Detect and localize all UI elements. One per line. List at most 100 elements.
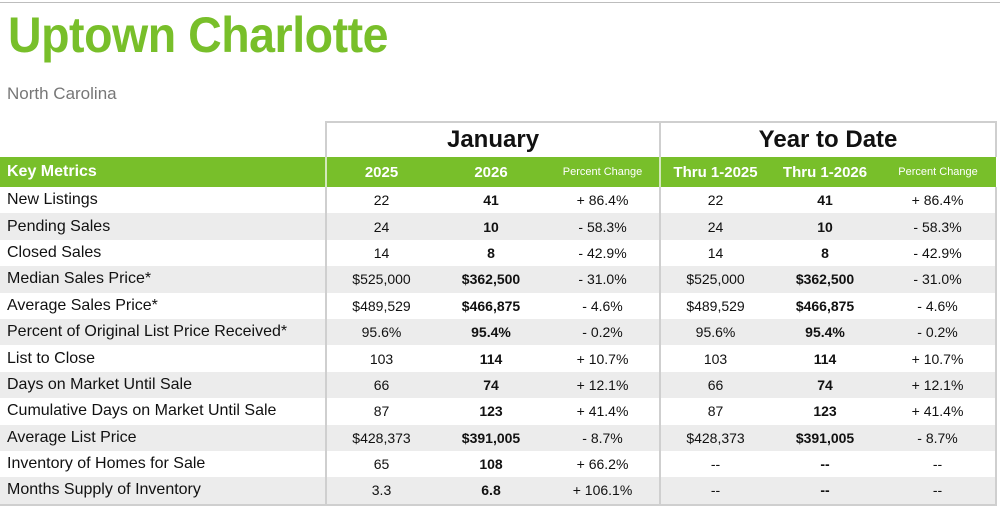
percent-change-ytd: - 31.0% xyxy=(880,266,998,293)
value-ytd-2026: 95.4% xyxy=(770,318,881,346)
metric-label: Months Supply of Inventory xyxy=(0,477,326,506)
value-2026: 6.8 xyxy=(436,477,546,506)
page-title: Uptown Charlotte xyxy=(8,7,389,63)
table-row: Months Supply of Inventory 3.3 6.8 + 106.1%… xyxy=(0,477,998,506)
value-ytd-2026: $466,875 xyxy=(795,297,855,314)
percent-change-ytd: - 8.7% xyxy=(880,424,998,451)
value-2025: 3.3 xyxy=(325,477,436,506)
col-header-key-metrics: Key Metrics xyxy=(0,157,326,187)
percent-change-ytd: -- xyxy=(880,450,998,478)
value-ytd-2025: 14 xyxy=(659,239,771,267)
percent-change-month: + 41.4% xyxy=(576,403,629,420)
value-ytd-2026: 123 xyxy=(813,403,837,420)
percent-change-ytd: + 12.1% xyxy=(880,371,998,399)
col-header-percent-change-month: Percent Change xyxy=(546,157,661,187)
value-ytd-2025: $489,529 xyxy=(659,292,771,319)
value-ytd-2025: -- xyxy=(659,450,771,478)
value-2025: $428,373 xyxy=(325,424,436,451)
percent-change-month: - 58.3% xyxy=(546,213,661,240)
value-2026: $362,500 xyxy=(436,266,546,293)
value-2026: 41 xyxy=(483,192,499,209)
metric-label: Percent of Original List Price Received* xyxy=(0,318,326,346)
percent-change-ytd: + 10.7% xyxy=(880,345,998,372)
percent-change-month: - 31.0% xyxy=(546,266,661,293)
table-row: Pending Sales 24 10- 58.3% 24 10- 58.3% xyxy=(0,213,998,240)
table-row: Median Sales Price* $525,000 $362,500- 31.… xyxy=(0,266,998,293)
table-row: Days on Market Until Sale 66 74 + 12.1% 66 74… xyxy=(0,371,998,399)
value-ytd-2025: -- xyxy=(659,477,771,506)
percent-change-ytd: + 86.4% xyxy=(880,187,998,214)
value-ytd-2026: 74 xyxy=(770,371,881,399)
value-ytd-2025: 22 xyxy=(659,187,771,214)
value-2025: $489,529 xyxy=(325,292,436,319)
percent-change-ytd: -- xyxy=(880,477,998,506)
metric-label: Median Sales Price* xyxy=(0,266,326,293)
col-header-2025: 2025 xyxy=(325,157,436,187)
value-2025: 14 xyxy=(325,239,436,267)
value-ytd-2025: 66 xyxy=(659,371,771,399)
percent-change-month: - 8.7% xyxy=(546,424,661,451)
percent-change-month: + 86.4% xyxy=(576,192,629,209)
value-ytd-2026: 10 xyxy=(770,213,881,240)
value-2026: $466,875 xyxy=(461,297,521,314)
value-2026: 74 xyxy=(436,371,546,399)
value-ytd-2026: -- xyxy=(770,477,881,506)
metric-label: Closed Sales xyxy=(7,243,102,261)
value-2025: 103 xyxy=(325,345,436,372)
table-row: Cumulative Days on Market Until Sale 87 12… xyxy=(0,398,998,425)
percent-change-month: + 12.1% xyxy=(546,371,661,399)
value-2025: 95.6% xyxy=(325,318,436,346)
value-2026: 8 xyxy=(487,244,495,261)
metric-label: Inventory of Homes for Sale xyxy=(7,455,206,473)
table-row: Percent of Original List Price Received*… xyxy=(0,318,998,346)
value-ytd-2026: 41 xyxy=(817,192,833,209)
percent-change-ytd: - 42.9% xyxy=(880,239,998,267)
metric-label: Cumulative Days on Market Until Sale xyxy=(7,402,277,420)
value-ytd-2025: $428,373 xyxy=(659,424,771,451)
col-header-2026: 2026 xyxy=(436,157,546,187)
table-row: Average Sales Price* $489,529 $466,875 - 4.… xyxy=(0,292,998,319)
table-row: New Listings 22 41 + 86.4% 22 41 + 86.4% xyxy=(0,187,998,214)
metric-label: Pending Sales xyxy=(0,213,326,240)
value-2025: 65 xyxy=(325,450,436,478)
percent-change-month: - 4.6% xyxy=(582,297,623,314)
value-2025: $525,000 xyxy=(325,266,436,293)
percent-change-month: + 10.7% xyxy=(576,350,629,367)
value-ytd-2026: 114 xyxy=(813,350,837,367)
value-ytd-2026: $362,500 xyxy=(770,266,881,293)
value-ytd-2026: $391,005 xyxy=(770,424,881,451)
period-header-row: January Year to Date xyxy=(0,121,998,157)
metric-label: Days on Market Until Sale xyxy=(0,371,326,399)
table-row: Inventory of Homes for Sale 65 108 + 66.2% -… xyxy=(0,450,998,478)
metric-label: New Listings xyxy=(7,191,98,209)
value-2026: 108 xyxy=(479,456,503,473)
value-ytd-2026: -- xyxy=(820,456,830,473)
period-header-ytd: Year to Date xyxy=(659,121,998,157)
col-header-thru-2026: Thru 1-2026 xyxy=(770,157,881,187)
value-2026: 114 xyxy=(479,350,503,367)
value-2026: 123 xyxy=(479,403,503,420)
table-row: List to Close 103 114 + 10.7% 103 114 + 10.7% xyxy=(0,345,998,372)
metric-label: List to Close xyxy=(7,349,96,367)
value-ytd-2026: 8 xyxy=(821,244,829,261)
key-metrics-table: January Year to Date Key Metrics 2025 20… xyxy=(0,121,998,506)
percent-change-ytd: - 4.6% xyxy=(880,292,998,319)
value-2026: 95.4% xyxy=(436,318,546,346)
value-ytd-2025: 24 xyxy=(659,213,771,240)
metric-label: Average Sales Price* xyxy=(7,296,158,314)
col-header-percent-change-ytd: Percent Change xyxy=(880,157,997,187)
metric-label: Average List Price xyxy=(0,424,326,451)
top-divider xyxy=(0,2,1000,3)
table-row: Average List Price $428,373 $391,005- 8.7%… xyxy=(0,424,998,451)
value-2025: 22 xyxy=(325,187,436,214)
percent-change-ytd: - 0.2% xyxy=(880,318,998,346)
period-header-month: January xyxy=(324,121,661,157)
percent-change-ytd: - 58.3% xyxy=(880,213,998,240)
percent-change-month: - 42.9% xyxy=(578,244,627,261)
column-header-row: Key Metrics 2025 2026 Percent Change Thr… xyxy=(0,157,997,187)
value-ytd-2025: 87 xyxy=(659,398,771,425)
value-2025: 87 xyxy=(325,398,436,425)
value-2026: 10 xyxy=(436,213,546,240)
value-ytd-2025: 95.6% xyxy=(659,318,771,346)
value-2025: 24 xyxy=(325,213,436,240)
